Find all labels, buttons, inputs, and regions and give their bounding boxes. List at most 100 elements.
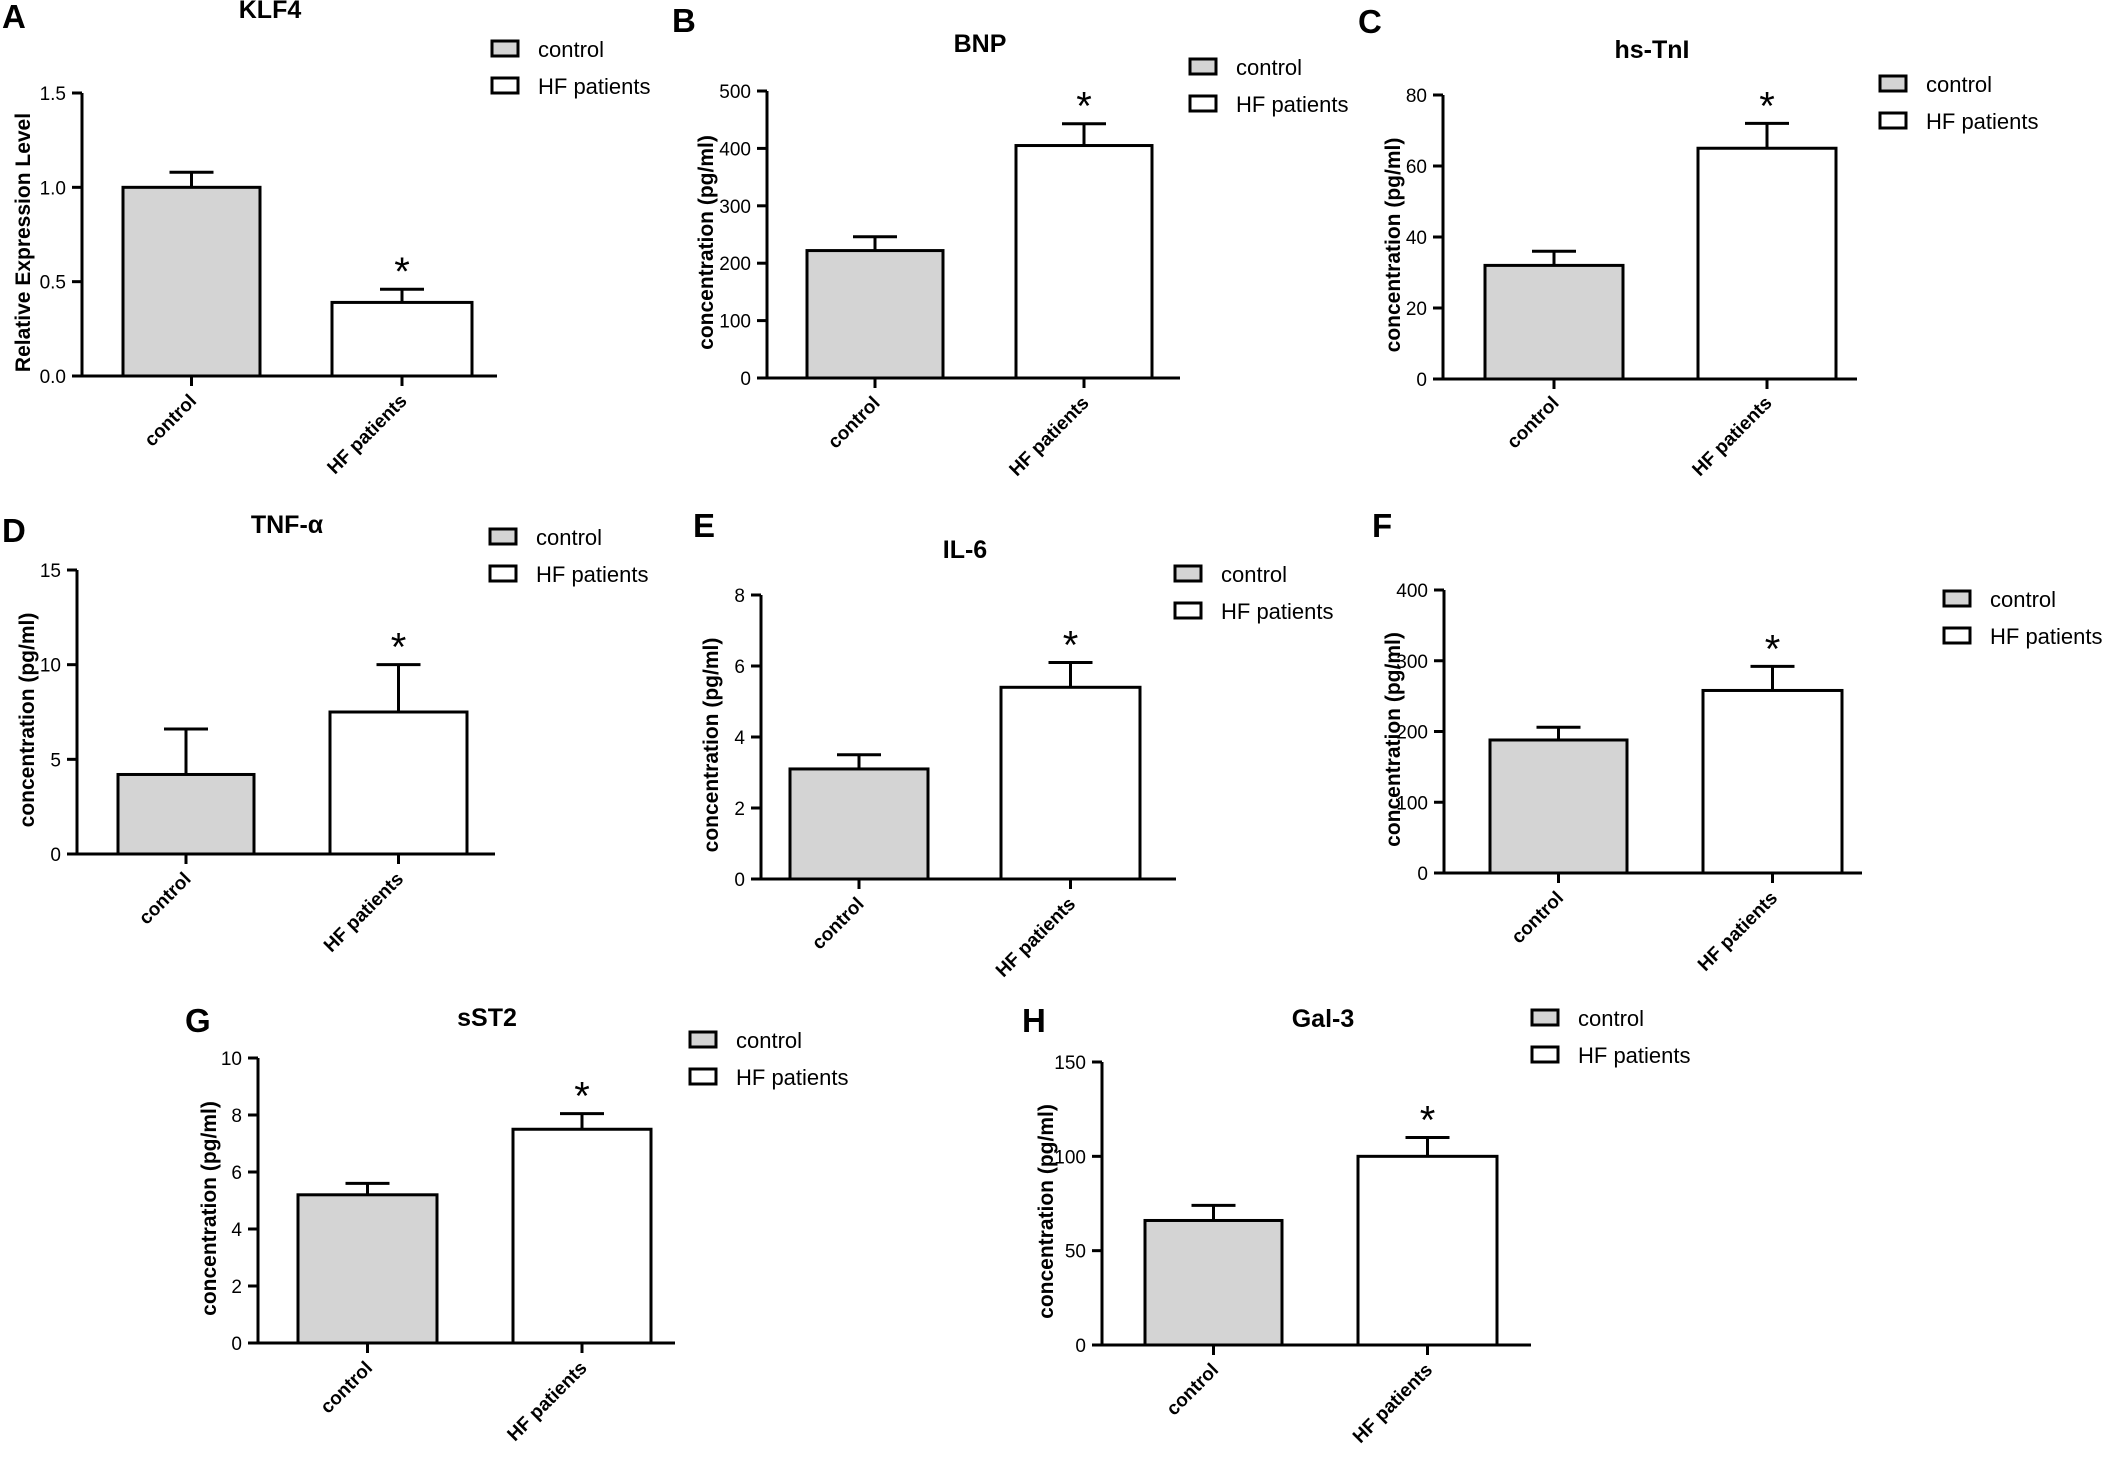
bar-control xyxy=(805,249,945,380)
legend-swatch xyxy=(688,1030,718,1049)
y-tick-label: 300 xyxy=(719,197,751,218)
y-tick-label: 20 xyxy=(1406,299,1427,320)
x-category-label: HF patients xyxy=(504,1358,592,1446)
y-tick-label: 100 xyxy=(1054,1147,1086,1168)
bar-control xyxy=(121,185,262,378)
y-tick-label: 80 xyxy=(1406,86,1427,107)
x-category-label: control xyxy=(808,894,868,954)
y-tick-label: 8 xyxy=(734,586,745,607)
legend-label: HF patients xyxy=(1926,109,2039,134)
legend-label: HF patients xyxy=(1990,624,2103,649)
legend-label: control xyxy=(1926,72,1992,97)
panel-letter: A xyxy=(2,0,26,35)
bar-control xyxy=(1143,1218,1284,1347)
bar-control xyxy=(296,1193,439,1345)
chart-title: KLF4 xyxy=(239,0,302,24)
y-tick-label: 400 xyxy=(719,139,751,160)
significance-marker: * xyxy=(574,1075,590,1119)
bar-control xyxy=(1483,263,1625,381)
legend-swatch xyxy=(1173,564,1203,583)
y-tick-label: 0 xyxy=(734,870,745,891)
y-tick-label: 100 xyxy=(1396,793,1428,814)
panel-h: H Gal-3 0 50 100 150 concentration (pg/ml) cont… xyxy=(1022,1002,1691,1448)
y-tick-label: 6 xyxy=(734,657,745,678)
chart-title: IL-6 xyxy=(943,536,987,564)
panel-d: D TNF-α 0 5 10 15 concentration (pg/ml) control… xyxy=(2,511,649,957)
bar-control xyxy=(788,767,930,881)
x-category-label: HF patients xyxy=(992,894,1080,982)
y-tick-label: 4 xyxy=(734,728,745,749)
bar-hf-patients xyxy=(330,300,474,378)
y-tick-label: 150 xyxy=(1054,1053,1086,1074)
bar-hf-patients xyxy=(1356,1154,1499,1347)
y-tick-label: 40 xyxy=(1406,228,1427,249)
x-category-label: control xyxy=(1503,393,1563,453)
y-tick-label: 2 xyxy=(734,799,745,820)
legend-swatch xyxy=(488,527,518,546)
legend-label: control xyxy=(1221,562,1287,587)
legend-swatch xyxy=(1188,94,1218,113)
y-tick-label: 6 xyxy=(231,1163,242,1184)
x-category-label: control xyxy=(1163,1360,1223,1420)
panel-letter: H xyxy=(1022,1002,1046,1039)
legend-label: control xyxy=(536,525,602,550)
legend-swatch xyxy=(1173,601,1203,620)
y-tick-label: 0.0 xyxy=(40,367,66,388)
significance-marker: * xyxy=(1420,1098,1436,1142)
panel-f: F 0 100 200 300 400 concentration (pg/ml) contr… xyxy=(1372,507,2103,976)
x-category-label: control xyxy=(141,391,201,451)
y-tick-label: 8 xyxy=(231,1106,242,1127)
x-category-label: control xyxy=(824,393,884,453)
y-tick-label: 15 xyxy=(40,561,61,582)
legend-label: HF patients xyxy=(1221,599,1334,624)
legend-label: control xyxy=(1236,55,1302,80)
y-tick-label: 10 xyxy=(40,656,61,677)
legend-swatch xyxy=(1530,1008,1560,1027)
bar-control xyxy=(1488,738,1629,875)
bar-control xyxy=(116,772,256,856)
panel-e: E IL-6 0 2 4 6 8 concentration (pg/ml) control * H… xyxy=(693,507,1334,982)
panel-letter: D xyxy=(2,512,26,549)
y-tick-label: 200 xyxy=(719,254,751,275)
x-category-label: HF patients xyxy=(1694,888,1782,976)
chart-title: sST2 xyxy=(457,1004,517,1032)
bar-hf-patients xyxy=(511,1127,653,1345)
legend-label: HF patients xyxy=(736,1065,849,1090)
significance-marker: * xyxy=(1759,84,1775,128)
legend-label: HF patients xyxy=(1236,92,1349,117)
y-tick-label: 0 xyxy=(740,369,751,390)
y-tick-label: 0 xyxy=(1416,370,1427,391)
y-tick-label: 300 xyxy=(1396,652,1428,673)
legend-swatch xyxy=(490,76,520,95)
legend-label: control xyxy=(736,1028,802,1053)
y-tick-label: 400 xyxy=(1396,581,1428,602)
legend-swatch xyxy=(490,39,520,58)
x-category-label: control xyxy=(135,869,195,929)
y-axis-label: concentration (pg/ml) xyxy=(1382,138,1405,353)
y-tick-label: 0 xyxy=(1075,1336,1086,1357)
x-category-label: HF patients xyxy=(1689,393,1777,481)
panel-c: Chs-TnI 0 20 40 60 80 concentration (pg/ml) con… xyxy=(1358,3,2039,481)
x-category-label: HF patients xyxy=(1006,393,1094,481)
y-tick-label: 0.5 xyxy=(40,273,66,294)
significance-marker: * xyxy=(1063,623,1079,667)
panel-letter: E xyxy=(693,507,715,544)
y-tick-label: 10 xyxy=(221,1049,242,1070)
y-tick-label: 1.0 xyxy=(40,178,66,199)
panel-b: B BNP 0 100 200 300 400 500 concentration (pg/ml… xyxy=(672,2,1349,481)
y-tick-label: 500 xyxy=(719,82,751,103)
legend-label: HF patients xyxy=(1578,1043,1691,1068)
y-axis-label: concentration (pg/ml) xyxy=(695,135,718,350)
legend-swatch xyxy=(1878,111,1908,130)
chart-title: TNF-α xyxy=(251,511,324,539)
legend-label: HF patients xyxy=(538,74,651,99)
y-tick-label: 0 xyxy=(50,845,61,866)
y-tick-label: 100 xyxy=(719,312,751,333)
bar-hf-patients xyxy=(1701,688,1844,875)
legend-label: control xyxy=(1990,587,2056,612)
y-tick-label: 0 xyxy=(1417,864,1428,885)
x-category-label: HF patients xyxy=(1349,1360,1437,1448)
